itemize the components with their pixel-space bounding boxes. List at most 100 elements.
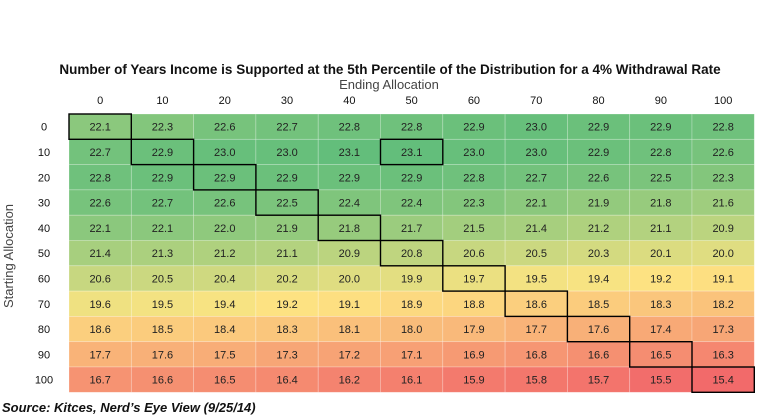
cell-value: 18.4 [214,324,235,336]
cell-value: 22.1 [526,198,547,210]
heatmap-cell [317,316,381,343]
cell-value: 22.6 [214,122,235,134]
cell-value: 22.6 [214,198,235,210]
cell-value: 19.4 [214,299,235,311]
cell-value: 22.8 [463,172,484,184]
cell-value: 22.4 [339,198,360,210]
heatmap-cell [629,214,693,241]
cell-value: 22.9 [650,122,671,134]
cell-value: 22.1 [89,223,110,235]
heatmap-cell [255,113,319,140]
heatmap-cell [442,265,506,292]
cell-value: 18.2 [712,299,733,311]
cell-value: 22.8 [650,147,671,159]
heatmap-cell [380,240,444,267]
heatmap-cell [130,113,194,140]
row-labels: 0 10 20 30 40 50 60 70 80 90 100 [35,122,53,387]
cell-value: 23.0 [276,147,297,159]
chart-title: Number of Years Income is Supported at t… [59,62,721,77]
cell-value: 18.5 [588,299,609,311]
column-label: 10 [156,95,168,107]
cell-value: 20.1 [650,248,671,260]
cell-value: 22.6 [712,147,733,159]
cell-value: 22.6 [89,198,110,210]
cell-value: 22.7 [276,122,297,134]
row-label: 70 [38,299,50,311]
cell-value: 22.8 [401,122,422,134]
heatmap-cell [691,113,755,140]
heatmap-cell [504,290,568,317]
cell-value: 22.7 [89,147,110,159]
heatmap-cell [380,113,444,140]
row-label: 30 [38,198,50,210]
cell-value: 16.3 [712,349,733,361]
highlight-box [68,113,132,140]
heatmap-cell [442,189,506,216]
heatmap-cells: 22.1 22.3 22.6 22.7 22.8 22.8 22.9 23.0 22.9 22.9… [68,113,755,393]
cell-value: 15.9 [463,375,484,387]
highlight-box [317,214,382,242]
cell-value: 22.3 [152,122,173,134]
heatmap-cell [68,240,132,267]
cell-value: 17.2 [339,349,360,361]
cell-value: 16.4 [276,375,297,387]
cell-value: 21.1 [650,223,671,235]
heatmap-cell [193,316,257,343]
cell-value: 18.3 [276,324,297,336]
column-label: 70 [530,95,542,107]
cell-value: 16.6 [152,375,173,387]
heatmap-cell [68,138,132,165]
cell-value: 22.6 [588,172,609,184]
cell-value: 19.5 [526,273,547,285]
heatmap-cell [130,214,194,241]
cell-value: 22.4 [401,198,422,210]
heatmap-cell [691,290,755,317]
cell-value: 18.8 [463,299,484,311]
heatmap-cell [691,265,755,292]
heatmap-cell [68,214,132,241]
heatmap-cell [68,366,132,393]
cell-value: 17.1 [401,349,422,361]
cell-value: 22.1 [89,122,110,134]
heatmap-cell [317,341,381,368]
source-note: Source: Kitces, Nerd’s Eye View (9/25/14… [2,400,256,415]
cell-value: 22.9 [463,122,484,134]
row-label: 80 [38,324,50,336]
heatmap-cell [68,290,132,317]
heatmap-cell [567,341,631,368]
cell-value: 18.6 [89,324,110,336]
heatmap-cell [130,290,194,317]
cell-value: 19.6 [89,299,110,311]
column-label: 30 [281,95,293,107]
heatmap-cell [193,214,257,241]
heatmap-cell [442,366,506,393]
heatmap-cell [691,341,755,368]
heatmap-cell [380,290,444,317]
heatmap-cell [317,138,381,165]
row-label: 90 [38,349,50,361]
cell-value: 23.1 [339,147,360,159]
heatmap-cell [255,265,319,292]
heatmap-cell [68,113,132,140]
heatmap-cell [380,189,444,216]
cell-value: 22.9 [588,122,609,134]
cell-value: 15.4 [712,375,733,387]
cell-value: 16.1 [401,375,422,387]
heatmap-cell [567,164,631,191]
cell-value: 22.9 [339,172,360,184]
heatmap-cell [68,265,132,292]
cell-value: 21.2 [588,223,609,235]
row-label: 10 [38,147,50,159]
cell-value: 23.1 [401,147,422,159]
cell-value: 20.3 [588,248,609,260]
y-axis-title: Starting Allocation [1,204,16,308]
heatmap-cell [255,240,319,267]
cell-value: 17.9 [463,324,484,336]
column-label: 100 [714,95,732,107]
cell-value: 22.9 [152,147,173,159]
row-label: 100 [35,375,53,387]
cell-value: 17.7 [526,324,547,336]
heatmap-cell [567,189,631,216]
cell-value: 20.8 [401,248,422,260]
